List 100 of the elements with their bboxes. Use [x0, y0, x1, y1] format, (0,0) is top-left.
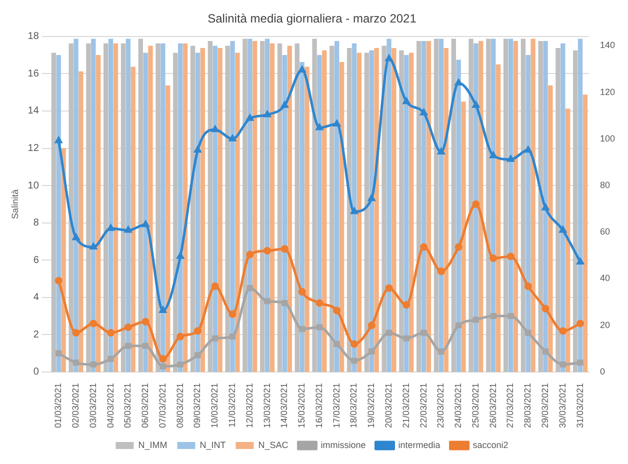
- y2-tick-label: 0: [600, 366, 605, 376]
- point: [212, 335, 218, 342]
- bar: [270, 43, 275, 372]
- bar: [208, 41, 213, 372]
- bar: [212, 46, 218, 372]
- bar: [138, 38, 143, 372]
- bar: [126, 38, 131, 372]
- x-tick-label: 09/03/2021: [192, 382, 202, 428]
- point: [524, 282, 532, 290]
- x-tick-label: 17/03/2021: [331, 382, 342, 428]
- point: [246, 114, 254, 121]
- bar: [294, 43, 300, 372]
- point: [525, 330, 532, 336]
- bar: [538, 41, 543, 372]
- point: [472, 200, 480, 208]
- y-axis-title: Salinità: [10, 189, 20, 219]
- x-tick-label: 22/03/2021: [418, 382, 428, 428]
- bar: [486, 38, 491, 372]
- x-tick-label: 29/03/2021: [540, 382, 550, 428]
- bar: [496, 64, 501, 372]
- point: [420, 243, 428, 251]
- bar: [421, 41, 426, 372]
- bar: [503, 38, 508, 372]
- bar: [548, 85, 553, 372]
- point: [298, 66, 306, 72]
- point: [264, 247, 272, 255]
- bar: [543, 41, 548, 372]
- point: [333, 306, 341, 314]
- x-tick-label: 24/03/2021: [453, 382, 464, 428]
- x-tick-label: 01/03/2021: [53, 382, 64, 428]
- bar: [438, 38, 444, 372]
- bar: [252, 41, 258, 372]
- bar: [565, 108, 570, 372]
- y-tick-label: 12: [28, 143, 40, 154]
- point: [298, 288, 306, 296]
- point: [72, 329, 80, 337]
- bar: [317, 55, 322, 372]
- point: [316, 124, 323, 130]
- bar: [190, 46, 196, 372]
- point: [229, 135, 236, 142]
- bar: [108, 38, 114, 372]
- point: [299, 326, 306, 332]
- point: [490, 254, 498, 262]
- bar: [225, 46, 230, 372]
- x-tick-label: 18/03/2021: [348, 382, 359, 428]
- point: [142, 220, 149, 228]
- bar: [200, 48, 205, 372]
- point: [142, 342, 149, 349]
- point: [72, 360, 80, 366]
- x-tick-label: 15/03/2021: [296, 382, 307, 428]
- point: [456, 322, 462, 328]
- point: [160, 306, 166, 313]
- bar: [300, 62, 304, 372]
- point: [72, 234, 80, 240]
- y2-tick-label: 120: [600, 86, 616, 97]
- point: [160, 363, 166, 370]
- point: [176, 252, 184, 259]
- y-tick-label: 16: [28, 68, 40, 80]
- bar: [113, 43, 118, 372]
- bar: [560, 43, 566, 372]
- point: [403, 335, 410, 342]
- point: [402, 98, 410, 104]
- point: [420, 330, 427, 336]
- y2-tick-label: 20: [600, 320, 610, 330]
- bar: [520, 38, 526, 372]
- x-tick-label: 02/03/2021: [70, 382, 80, 428]
- bar: [352, 43, 357, 372]
- bar: [513, 41, 518, 372]
- bar: [242, 38, 248, 372]
- point: [125, 342, 132, 349]
- x-tick-label: 13/03/2021: [262, 382, 272, 428]
- point: [212, 126, 219, 132]
- legend-label: N_INT: [200, 440, 226, 450]
- point: [194, 352, 201, 358]
- point: [576, 320, 584, 328]
- x-tick-label: 27/03/2021: [505, 382, 516, 428]
- x-tick-label: 23/03/2021: [436, 382, 446, 428]
- bar: [526, 55, 530, 372]
- bar: [51, 52, 56, 372]
- point: [542, 348, 549, 354]
- legend-label: intermedia: [398, 440, 440, 450]
- bar: [434, 38, 439, 372]
- bar: [491, 38, 496, 372]
- bar: [392, 48, 396, 372]
- point: [472, 316, 479, 323]
- bar: [426, 41, 432, 372]
- point: [107, 224, 114, 231]
- point: [438, 348, 444, 354]
- bar: [461, 102, 466, 372]
- y-tick-label: 8: [33, 218, 40, 229]
- y-tick-label: 2: [33, 329, 40, 340]
- x-tick-label: 04/03/2021: [105, 382, 116, 428]
- legend-label: immissione: [320, 440, 366, 450]
- bar: [404, 55, 409, 372]
- bar: [322, 50, 327, 372]
- x-tick-label: 05/03/2021: [122, 382, 133, 428]
- point: [124, 323, 132, 331]
- y2-tick-label: 40: [600, 273, 610, 284]
- bar: [148, 46, 153, 372]
- point: [159, 355, 167, 363]
